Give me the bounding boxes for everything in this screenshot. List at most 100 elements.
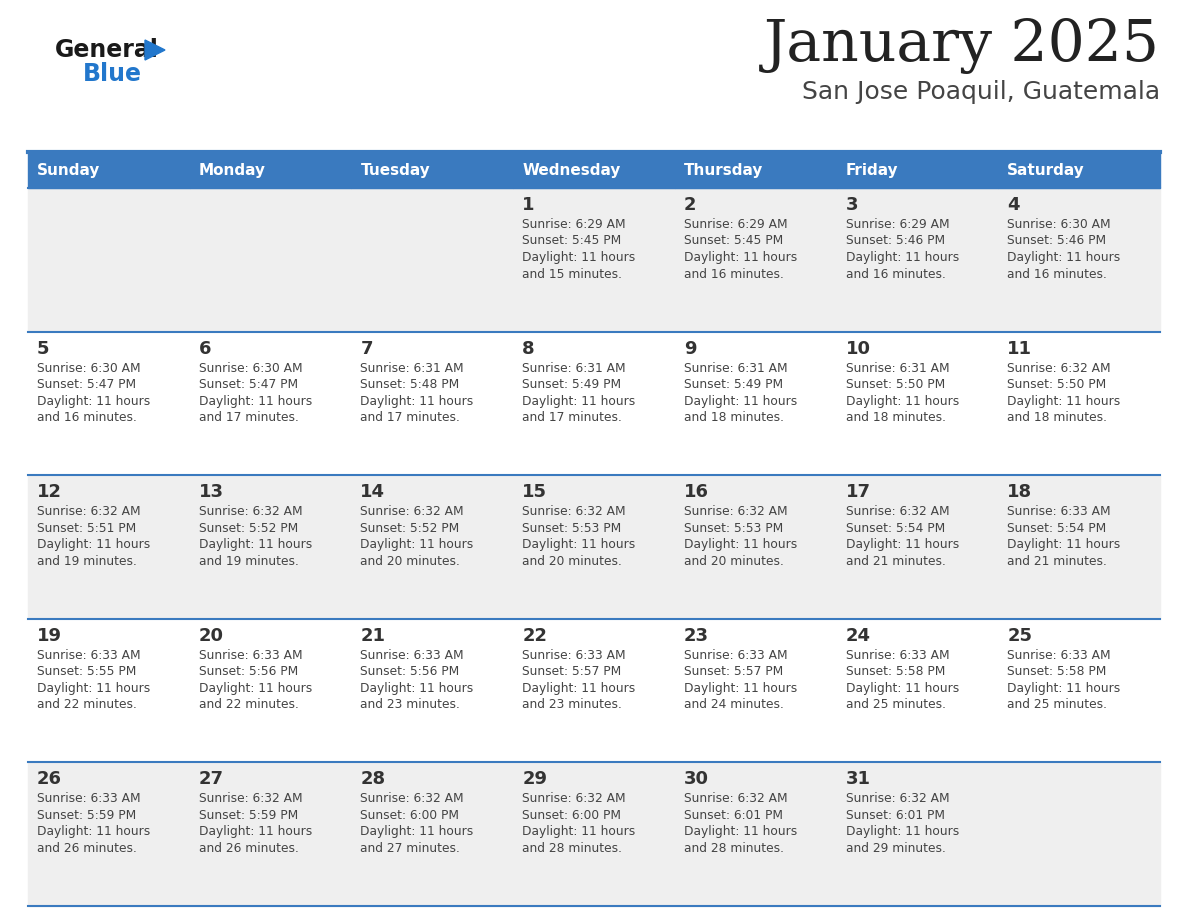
- Text: and 25 minutes.: and 25 minutes.: [1007, 699, 1107, 711]
- Text: Sunset: 5:52 PM: Sunset: 5:52 PM: [360, 521, 460, 534]
- Text: Sunrise: 6:30 AM: Sunrise: 6:30 AM: [1007, 218, 1111, 231]
- Text: Sunrise: 6:33 AM: Sunrise: 6:33 AM: [684, 649, 788, 662]
- Text: Sunrise: 6:33 AM: Sunrise: 6:33 AM: [846, 649, 949, 662]
- Text: and 16 minutes.: and 16 minutes.: [37, 411, 137, 424]
- Text: Saturday: Saturday: [1007, 162, 1085, 177]
- Text: 14: 14: [360, 483, 385, 501]
- Text: Sunrise: 6:32 AM: Sunrise: 6:32 AM: [684, 792, 788, 805]
- Text: Sunset: 5:53 PM: Sunset: 5:53 PM: [684, 521, 783, 534]
- Bar: [998, 152, 1159, 188]
- Text: and 19 minutes.: and 19 minutes.: [198, 554, 298, 567]
- Text: and 17 minutes.: and 17 minutes.: [360, 411, 460, 424]
- Text: Daylight: 11 hours: Daylight: 11 hours: [37, 682, 150, 695]
- Text: 6: 6: [198, 340, 211, 358]
- Text: and 28 minutes.: and 28 minutes.: [684, 842, 784, 855]
- Text: Daylight: 11 hours: Daylight: 11 hours: [523, 538, 636, 551]
- Text: 31: 31: [846, 770, 871, 789]
- Text: Daylight: 11 hours: Daylight: 11 hours: [198, 395, 312, 408]
- Text: Wednesday: Wednesday: [523, 162, 620, 177]
- Text: Sunset: 5:57 PM: Sunset: 5:57 PM: [523, 666, 621, 678]
- Text: Sunrise: 6:30 AM: Sunrise: 6:30 AM: [198, 362, 302, 375]
- Text: 5: 5: [37, 340, 50, 358]
- Text: Sunset: 5:54 PM: Sunset: 5:54 PM: [846, 521, 944, 534]
- Text: and 20 minutes.: and 20 minutes.: [684, 554, 784, 567]
- Text: Sunrise: 6:32 AM: Sunrise: 6:32 AM: [198, 792, 302, 805]
- Text: January 2025: January 2025: [764, 18, 1159, 74]
- Text: Sunrise: 6:33 AM: Sunrise: 6:33 AM: [523, 649, 626, 662]
- Text: and 20 minutes.: and 20 minutes.: [360, 554, 460, 567]
- Text: Tuesday: Tuesday: [360, 162, 430, 177]
- Text: Daylight: 11 hours: Daylight: 11 hours: [846, 251, 959, 264]
- Text: 21: 21: [360, 627, 385, 644]
- Text: Daylight: 11 hours: Daylight: 11 hours: [523, 251, 636, 264]
- Text: Thursday: Thursday: [684, 162, 763, 177]
- Text: Daylight: 11 hours: Daylight: 11 hours: [360, 538, 474, 551]
- Text: and 16 minutes.: and 16 minutes.: [1007, 267, 1107, 281]
- Text: Sunset: 5:49 PM: Sunset: 5:49 PM: [523, 378, 621, 391]
- Text: 9: 9: [684, 340, 696, 358]
- Text: 4: 4: [1007, 196, 1019, 214]
- Text: Sunset: 6:01 PM: Sunset: 6:01 PM: [684, 809, 783, 822]
- Text: Sunset: 5:57 PM: Sunset: 5:57 PM: [684, 666, 783, 678]
- Text: Daylight: 11 hours: Daylight: 11 hours: [37, 395, 150, 408]
- Text: and 18 minutes.: and 18 minutes.: [1007, 411, 1107, 424]
- Text: 20: 20: [198, 627, 223, 644]
- Text: Sunset: 6:00 PM: Sunset: 6:00 PM: [360, 809, 460, 822]
- Text: General: General: [55, 38, 159, 62]
- Bar: [29, 331, 1159, 476]
- Text: Friday: Friday: [846, 162, 898, 177]
- Text: 17: 17: [846, 483, 871, 501]
- Text: Sunset: 5:58 PM: Sunset: 5:58 PM: [846, 666, 944, 678]
- Text: Sunrise: 6:31 AM: Sunrise: 6:31 AM: [523, 362, 626, 375]
- Text: Sunrise: 6:33 AM: Sunrise: 6:33 AM: [37, 792, 140, 805]
- Text: 24: 24: [846, 627, 871, 644]
- Text: Sunset: 5:50 PM: Sunset: 5:50 PM: [1007, 378, 1106, 391]
- Text: Sunset: 5:55 PM: Sunset: 5:55 PM: [37, 666, 137, 678]
- Text: Sunset: 5:51 PM: Sunset: 5:51 PM: [37, 521, 137, 534]
- Text: Sunset: 5:54 PM: Sunset: 5:54 PM: [1007, 521, 1106, 534]
- Text: 2: 2: [684, 196, 696, 214]
- Text: Sunset: 5:59 PM: Sunset: 5:59 PM: [37, 809, 137, 822]
- Text: Sunrise: 6:32 AM: Sunrise: 6:32 AM: [360, 792, 465, 805]
- Text: 18: 18: [1007, 483, 1032, 501]
- Text: and 18 minutes.: and 18 minutes.: [846, 411, 946, 424]
- Text: and 16 minutes.: and 16 minutes.: [846, 267, 946, 281]
- Text: and 21 minutes.: and 21 minutes.: [1007, 554, 1107, 567]
- Text: Sunset: 5:53 PM: Sunset: 5:53 PM: [523, 521, 621, 534]
- Text: Blue: Blue: [83, 62, 143, 86]
- Text: Sunrise: 6:32 AM: Sunrise: 6:32 AM: [523, 505, 626, 518]
- Text: Sunset: 5:58 PM: Sunset: 5:58 PM: [1007, 666, 1107, 678]
- Text: Sunrise: 6:32 AM: Sunrise: 6:32 AM: [846, 505, 949, 518]
- Text: and 26 minutes.: and 26 minutes.: [198, 842, 298, 855]
- Text: 12: 12: [37, 483, 62, 501]
- Text: 7: 7: [360, 340, 373, 358]
- Text: Sunrise: 6:31 AM: Sunrise: 6:31 AM: [684, 362, 788, 375]
- Text: Daylight: 11 hours: Daylight: 11 hours: [37, 825, 150, 838]
- Text: and 22 minutes.: and 22 minutes.: [198, 699, 298, 711]
- Text: Daylight: 11 hours: Daylight: 11 hours: [198, 538, 312, 551]
- Text: Sunrise: 6:31 AM: Sunrise: 6:31 AM: [360, 362, 465, 375]
- Text: 19: 19: [37, 627, 62, 644]
- Text: Sunrise: 6:30 AM: Sunrise: 6:30 AM: [37, 362, 140, 375]
- Bar: [29, 619, 1159, 763]
- Text: Daylight: 11 hours: Daylight: 11 hours: [684, 825, 797, 838]
- Text: and 16 minutes.: and 16 minutes.: [684, 267, 784, 281]
- Text: San Jose Poaquil, Guatemala: San Jose Poaquil, Guatemala: [802, 80, 1159, 104]
- Bar: [29, 152, 190, 188]
- Text: Sunrise: 6:29 AM: Sunrise: 6:29 AM: [684, 218, 788, 231]
- Text: Monday: Monday: [198, 162, 266, 177]
- Text: Sunrise: 6:29 AM: Sunrise: 6:29 AM: [846, 218, 949, 231]
- Text: Daylight: 11 hours: Daylight: 11 hours: [684, 395, 797, 408]
- Text: 27: 27: [198, 770, 223, 789]
- Text: Sunset: 5:46 PM: Sunset: 5:46 PM: [1007, 234, 1106, 248]
- Text: 30: 30: [684, 770, 709, 789]
- Text: 1: 1: [523, 196, 535, 214]
- Text: Sunrise: 6:33 AM: Sunrise: 6:33 AM: [360, 649, 465, 662]
- Text: Sunset: 6:00 PM: Sunset: 6:00 PM: [523, 809, 621, 822]
- Bar: [352, 152, 513, 188]
- Bar: [29, 476, 1159, 619]
- Text: and 20 minutes.: and 20 minutes.: [523, 554, 623, 567]
- Text: Sunrise: 6:32 AM: Sunrise: 6:32 AM: [198, 505, 302, 518]
- Text: 10: 10: [846, 340, 871, 358]
- Text: and 24 minutes.: and 24 minutes.: [684, 699, 784, 711]
